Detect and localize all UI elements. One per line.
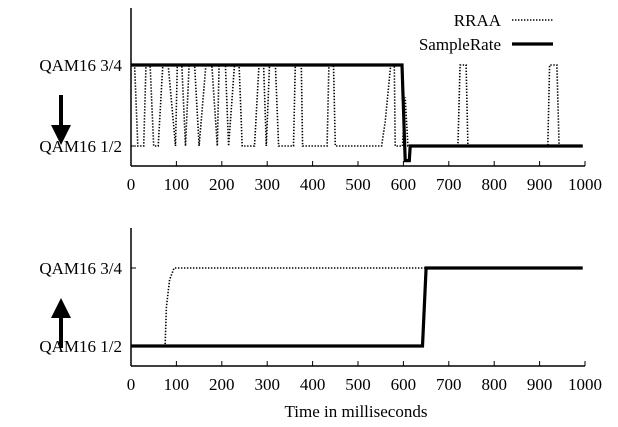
x-axis-title: Time in milliseconds	[285, 402, 428, 421]
x-tick-label: 200	[209, 375, 235, 394]
samplerate-series-line	[131, 266, 583, 348]
x-tick-label: 600	[391, 175, 417, 194]
x-tick-label: 400	[300, 175, 326, 194]
rraa-series-line	[131, 64, 583, 147]
x-tick-label: 400	[300, 375, 326, 394]
y-level-label: QAM16 1/2	[39, 137, 122, 156]
y-level-label: QAM16 1/2	[39, 337, 122, 356]
legend-label: RRAA	[454, 11, 502, 30]
x-tick-label: 100	[164, 375, 190, 394]
y-level-label: QAM16 3/4	[39, 259, 122, 278]
bottom-panel: 0 100 200 300 400 500 600 700 800 900 1000 QAM16 1/…	[39, 228, 602, 421]
y-level-label: QAM16 3/4	[39, 56, 122, 75]
x-tick-label: 300	[254, 375, 280, 394]
down-arrow-icon	[51, 125, 71, 145]
x-tick-label: 700	[436, 375, 462, 394]
x-tick-label: 700	[436, 175, 462, 194]
x-tick-label: 800	[481, 375, 507, 394]
x-tick-label: 500	[345, 175, 371, 194]
x-tick-label: 500	[345, 375, 371, 394]
rraa-series-line	[131, 267, 583, 347]
x-tick-label: 200	[209, 175, 235, 194]
x-tick-label: 100	[164, 175, 190, 194]
x-tick-label: 600	[391, 375, 417, 394]
x-tick-label: 300	[254, 175, 280, 194]
x-tick-label: 900	[527, 175, 553, 194]
x-tick-label: 900	[527, 375, 553, 394]
samplerate-series-line	[131, 63, 583, 163]
x-tick-label: 1000	[568, 375, 602, 394]
x-tick-label: 0	[127, 175, 136, 194]
x-tick-label: 800	[481, 175, 507, 194]
x-tick-label: 0	[127, 375, 136, 394]
legend-label: SampleRate	[419, 35, 501, 54]
top-panel: 0 100 200 300 400 500 600 700 800 900 1000 QAM16 1/…	[39, 8, 602, 194]
up-arrow-icon	[51, 298, 71, 318]
x-tick-label: 1000	[568, 175, 602, 194]
